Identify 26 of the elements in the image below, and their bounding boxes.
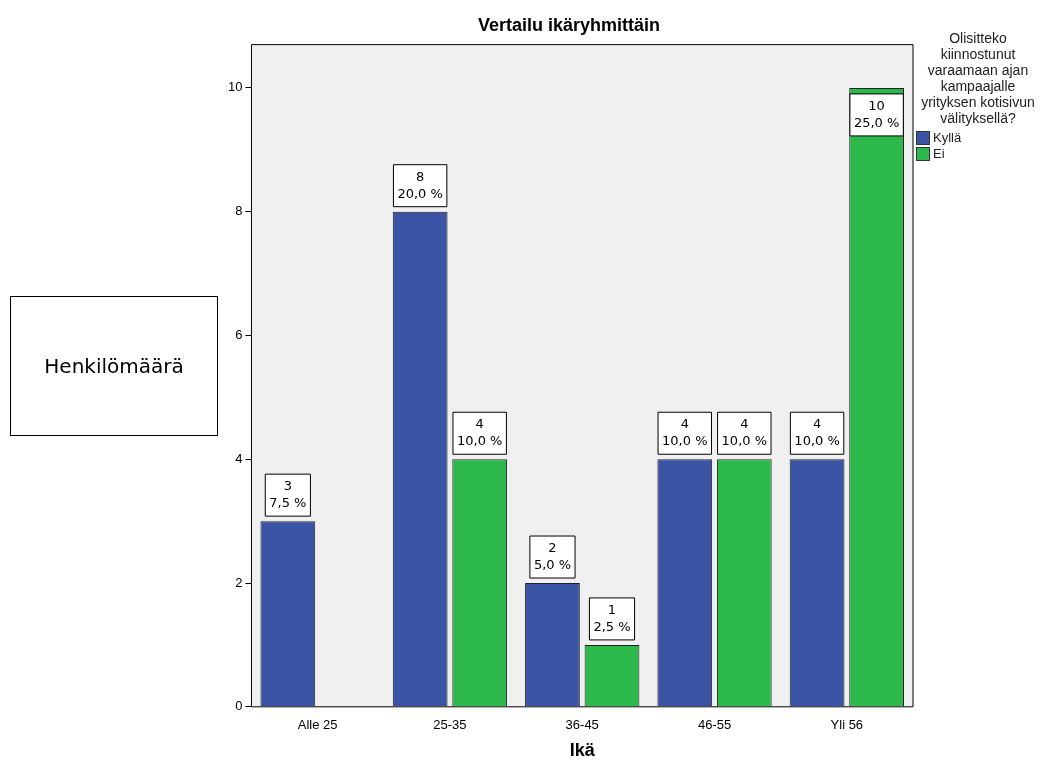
y-tick-label: 4 <box>235 450 243 466</box>
y-axis-title: Henkilömäärä <box>10 296 218 436</box>
legend-label: Kyllä <box>933 130 962 146</box>
y-tick-label: 8 <box>235 203 243 219</box>
data-label: 8 20,0 % <box>397 168 443 201</box>
chart-title: Vertailu ikäryhmittäin <box>477 14 661 35</box>
data-label: 10 25,0 % <box>853 97 900 130</box>
x-axis-title: Ikä <box>569 740 596 761</box>
x-tick-label: Yli 56 <box>830 717 864 733</box>
data-label: 4 10,0 % <box>721 416 768 449</box>
x-tick-label: 25-35 <box>433 717 467 733</box>
y-tick-label: 10 <box>227 79 243 95</box>
x-tick-label: 46-55 <box>697 717 732 733</box>
data-label: 4 10,0 % <box>662 416 708 449</box>
data-label: 2 5,0 % <box>533 539 572 572</box>
x-tick-label: 36-45 <box>565 717 599 733</box>
data-label: 4 10,0 % <box>456 416 503 449</box>
data-label: 4 10,0 % <box>794 416 840 449</box>
y-tick-label: 0 <box>235 698 243 714</box>
y-tick-label: 6 <box>235 327 243 343</box>
data-label: 1 2,5 % <box>593 601 631 634</box>
y-tick-label: 2 <box>235 574 243 590</box>
legend-title: Olisitteko kiinnostunut varaamaan ajan kampaajalle yrityksen kotisivun välityksellä? <box>920 30 1036 126</box>
data-label: 3 7,5 % <box>269 478 307 511</box>
x-tick-label: Alle 25 <box>297 717 338 733</box>
legend-label: Ei <box>933 146 945 162</box>
